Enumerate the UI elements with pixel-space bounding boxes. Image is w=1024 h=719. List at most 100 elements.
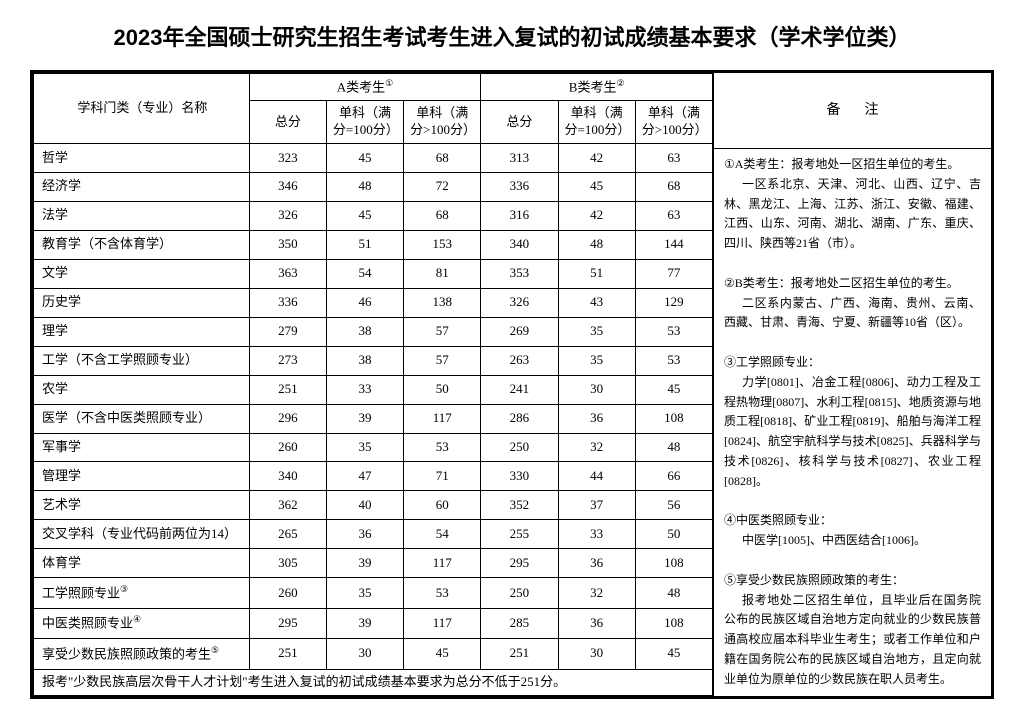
score-cell: 51 <box>558 259 635 288</box>
table-row: 哲学32345683134263 <box>34 144 713 173</box>
note-1-body: 一区系北京、天津、河北、山西、辽宁、吉林、黑龙江、上海、江苏、浙江、安徽、福建、… <box>724 175 981 254</box>
score-cell: 68 <box>635 172 712 201</box>
notes-column: 备注 ①A类考生：报考地处一区招生单位的考生。 一区系北京、天津、河北、山西、辽… <box>713 73 991 696</box>
score-cell: 138 <box>404 288 481 317</box>
score-cell: 81 <box>404 259 481 288</box>
score-cell: 60 <box>404 491 481 520</box>
note-4-lead: ④中医类照顾专业： <box>724 511 981 531</box>
score-cell: 53 <box>635 346 712 375</box>
note-5-lead: ⑤享受少数民族照顾政策的考生： <box>724 571 981 591</box>
subject-cell: 军事学 <box>34 433 250 462</box>
score-cell: 63 <box>635 201 712 230</box>
note-2-body: 二区系内蒙古、广西、海南、贵州、云南、西藏、甘肃、青海、宁夏、新疆等10省（区）… <box>724 294 981 334</box>
table-row: 享受少数民族照顾政策的考生⑤25130452513045 <box>34 639 713 669</box>
subject-cell: 经济学 <box>34 172 250 201</box>
score-cell: 286 <box>481 404 558 433</box>
score-cell: 363 <box>249 259 326 288</box>
col-a-total: 总分 <box>249 101 326 144</box>
score-cell: 296 <box>249 404 326 433</box>
score-cell: 38 <box>326 346 403 375</box>
subject-cell: 管理学 <box>34 462 250 491</box>
score-cell: 42 <box>558 144 635 173</box>
score-cell: 336 <box>249 288 326 317</box>
subject-cell: 享受少数民族照顾政策的考生⑤ <box>34 639 250 669</box>
score-cell: 50 <box>404 375 481 404</box>
score-cell: 45 <box>635 375 712 404</box>
score-cell: 265 <box>249 520 326 549</box>
score-cell: 346 <box>249 172 326 201</box>
score-cell: 43 <box>558 288 635 317</box>
score-cell: 53 <box>404 578 481 608</box>
score-cell: 323 <box>249 144 326 173</box>
score-cell: 37 <box>558 491 635 520</box>
notes-body: ①A类考生：报考地处一区招生单位的考生。 一区系北京、天津、河北、山西、辽宁、吉… <box>714 149 991 696</box>
score-cell: 48 <box>635 433 712 462</box>
score-cell: 36 <box>558 404 635 433</box>
subject-cell: 工学照顾专业③ <box>34 578 250 608</box>
score-cell: 36 <box>326 520 403 549</box>
table-row: 管理学34047713304466 <box>34 462 713 491</box>
score-cell: 33 <box>558 520 635 549</box>
score-cell: 48 <box>326 172 403 201</box>
score-cell: 45 <box>635 639 712 669</box>
score-cell: 336 <box>481 172 558 201</box>
subject-cell: 中医类照顾专业④ <box>34 608 250 638</box>
score-cell: 35 <box>558 317 635 346</box>
score-cell: 45 <box>326 144 403 173</box>
score-cell: 108 <box>635 608 712 638</box>
subject-cell: 历史学 <box>34 288 250 317</box>
score-cell: 44 <box>558 462 635 491</box>
score-cell: 38 <box>326 317 403 346</box>
note-1-lead: ①A类考生：报考地处一区招生单位的考生。 <box>724 155 981 175</box>
score-cell: 63 <box>635 144 712 173</box>
score-cell: 129 <box>635 288 712 317</box>
table-row: 教育学（不含体育学）3505115334048144 <box>34 230 713 259</box>
score-cell: 57 <box>404 317 481 346</box>
score-cell: 51 <box>326 230 403 259</box>
score-cell: 326 <box>481 288 558 317</box>
score-cell: 313 <box>481 144 558 173</box>
score-cell: 326 <box>249 201 326 230</box>
score-cell: 30 <box>558 375 635 404</box>
table-row: 军事学26035532503248 <box>34 433 713 462</box>
col-b-total: 总分 <box>481 101 558 144</box>
table-row: 医学（不含中医类照顾专业）2963911728636108 <box>34 404 713 433</box>
score-cell: 39 <box>326 404 403 433</box>
score-cell: 39 <box>326 549 403 578</box>
score-cell: 66 <box>635 462 712 491</box>
score-cell: 35 <box>558 346 635 375</box>
score-cell: 316 <box>481 201 558 230</box>
score-cell: 108 <box>635 404 712 433</box>
score-cell: 251 <box>249 375 326 404</box>
score-cell: 269 <box>481 317 558 346</box>
table-row: 历史学3364613832643129 <box>34 288 713 317</box>
score-cell: 260 <box>249 433 326 462</box>
score-cell: 340 <box>481 230 558 259</box>
subject-cell: 体育学 <box>34 549 250 578</box>
score-cell: 48 <box>558 230 635 259</box>
score-cell: 30 <box>326 639 403 669</box>
table-row: 工学（不含工学照顾专业）27338572633553 <box>34 346 713 375</box>
score-cell: 305 <box>249 549 326 578</box>
score-cell: 71 <box>404 462 481 491</box>
subject-cell: 哲学 <box>34 144 250 173</box>
score-cell: 273 <box>249 346 326 375</box>
score-cell: 350 <box>249 230 326 259</box>
col-subject: 学科门类（专业）名称 <box>34 74 250 144</box>
score-cell: 57 <box>404 346 481 375</box>
score-cell: 279 <box>249 317 326 346</box>
score-cell: 54 <box>404 520 481 549</box>
score-cell: 241 <box>481 375 558 404</box>
score-cell: 47 <box>326 462 403 491</box>
footer-note: 报考"少数民族高层次骨干人才计划"考生进入复试的初试成绩基本要求为总分不低于25… <box>34 669 713 695</box>
note-3-lead: ③工学照顾专业： <box>724 353 981 373</box>
score-cell: 353 <box>481 259 558 288</box>
score-cell: 295 <box>249 608 326 638</box>
subject-cell: 工学（不含工学照顾专业） <box>34 346 250 375</box>
col-group-a: A类考生① <box>249 74 481 101</box>
score-cell: 46 <box>326 288 403 317</box>
score-cell: 295 <box>481 549 558 578</box>
subject-cell: 法学 <box>34 201 250 230</box>
score-cell: 32 <box>558 433 635 462</box>
score-cell: 117 <box>404 404 481 433</box>
